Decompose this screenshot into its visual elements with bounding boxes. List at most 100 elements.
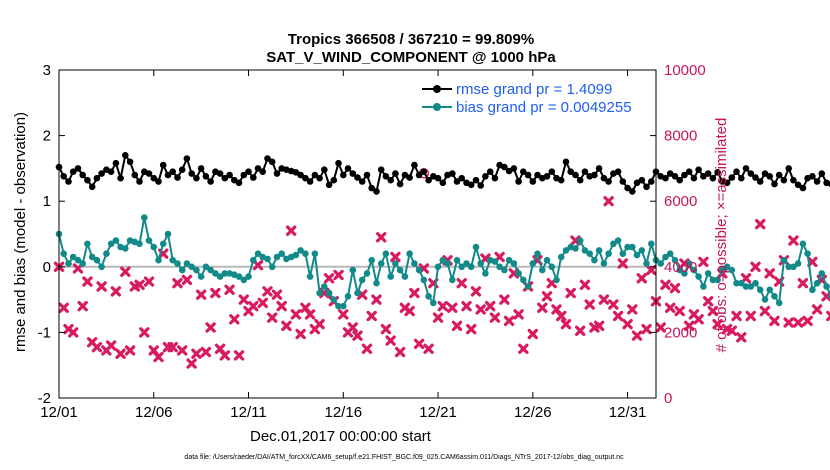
bias-data-point (799, 240, 807, 248)
bias-data-point (382, 250, 390, 257)
bias-data-point (610, 240, 617, 248)
y-right-tick-label: 8000 (664, 128, 697, 145)
rmse-data-point (439, 179, 447, 187)
y-right-tick-label: 10000 (664, 62, 706, 79)
x-tick-label: 12/01 (40, 404, 78, 421)
rmse-data-point (302, 174, 309, 182)
bias-data-point (619, 250, 627, 257)
assimilated-count-point (404, 305, 415, 317)
bias-data-point (335, 302, 342, 310)
rmse-data-point (733, 168, 740, 175)
bias-data-point (723, 263, 731, 271)
legend-bias-marker (433, 103, 441, 111)
assimilated-count-point (91, 341, 103, 353)
rmse-data-point (685, 168, 693, 175)
assimilated-count-point (181, 274, 193, 286)
assimilated-count-point (456, 278, 467, 289)
assimilated-count-point (72, 263, 84, 274)
bias-data-point (164, 230, 172, 238)
bias-data-point (406, 250, 413, 257)
rmse-data-point (690, 174, 698, 182)
bias-data-point (254, 250, 262, 257)
assimilated-count-point (712, 319, 723, 330)
bias-data-point (771, 293, 778, 300)
rmse-data-point (235, 179, 243, 187)
assimilated-count-point (579, 279, 591, 291)
rmse-data-point (131, 171, 139, 179)
bias-data-point (557, 253, 565, 261)
assimilated-count-point (518, 343, 529, 354)
rmse-data-point (562, 158, 570, 166)
rmse-data-point (799, 184, 807, 192)
rmse-data-point (164, 171, 172, 179)
assimilated-count-point (281, 320, 292, 332)
bias-data-point (785, 263, 792, 271)
bias-data-point (212, 270, 219, 277)
assimilated-count-point (565, 287, 576, 299)
rmse-data-point (202, 173, 210, 180)
assimilated-count-point (802, 315, 813, 327)
rmse-data-point (216, 170, 224, 177)
assimilated-count-point (759, 305, 771, 317)
rmse-data-point (624, 184, 631, 192)
assimilated-count-point (608, 299, 619, 310)
rmse-data-point (709, 174, 717, 182)
assimilated-count-point (693, 314, 704, 325)
rmse-data-point (259, 168, 267, 175)
rmse-data-point (458, 174, 466, 182)
rmse-data-point (662, 174, 669, 182)
rmse-data-point (614, 168, 622, 175)
rmse-data-point (88, 183, 96, 191)
assimilated-count-point (499, 294, 510, 305)
assimilated-count-point (262, 286, 273, 297)
legend-rmse-marker (433, 85, 441, 93)
assimilated-count-point (451, 320, 463, 332)
bias-data-point (548, 263, 556, 271)
rmse-data-point (477, 182, 485, 189)
assimilated-count-point (366, 310, 377, 322)
rmse-data-point (411, 161, 418, 169)
bias-data-point (150, 243, 158, 251)
assimilated-count-point (627, 304, 638, 315)
bias-data-point (581, 247, 589, 254)
bias-data-point (264, 255, 271, 263)
assimilated-count-point (726, 325, 738, 336)
x-tick-label: 12/11 (230, 404, 266, 421)
assimilated-count-point (683, 320, 695, 332)
bias-data-point (586, 250, 593, 257)
rmse-data-point (467, 181, 475, 189)
rmse-data-point (392, 170, 399, 177)
rmse-data-point (117, 174, 124, 182)
rmse-data-point (714, 169, 721, 176)
rmse-data-point (358, 178, 366, 185)
bias-data-point (685, 260, 693, 267)
assimilated-count-point (598, 294, 610, 305)
bias-data-point (159, 240, 167, 248)
bias-data-point (695, 273, 702, 280)
bias-data-point (747, 283, 755, 290)
x-tick-label: 12/06 (135, 404, 173, 421)
assimilated-count-point (556, 310, 567, 322)
bias-data-point (614, 237, 622, 244)
bias-data-point (700, 283, 707, 290)
bias-data-point (543, 256, 551, 264)
assimilated-count-point (612, 310, 624, 322)
assimilated-count-point (233, 350, 245, 361)
assimilated-count-point (461, 300, 472, 312)
x-tick-label: 12/26 (514, 404, 552, 421)
assimilated-count-point (195, 289, 207, 300)
bias-data-point (671, 256, 679, 264)
assimilated-count-point (413, 338, 425, 350)
rmse-data-point (676, 176, 683, 184)
bias-data-point (434, 263, 442, 271)
bias-data-point (311, 250, 319, 257)
bias-data-point (439, 256, 447, 264)
bias-data-point (666, 250, 674, 257)
bias-data-point (529, 260, 537, 267)
rmse-data-point (321, 166, 328, 173)
rmse-data-point (316, 174, 323, 182)
rmse-data-point (790, 176, 797, 184)
assimilated-count-point (323, 273, 335, 284)
rmse-data-point (434, 174, 442, 182)
assimilated-count-point (466, 323, 477, 335)
